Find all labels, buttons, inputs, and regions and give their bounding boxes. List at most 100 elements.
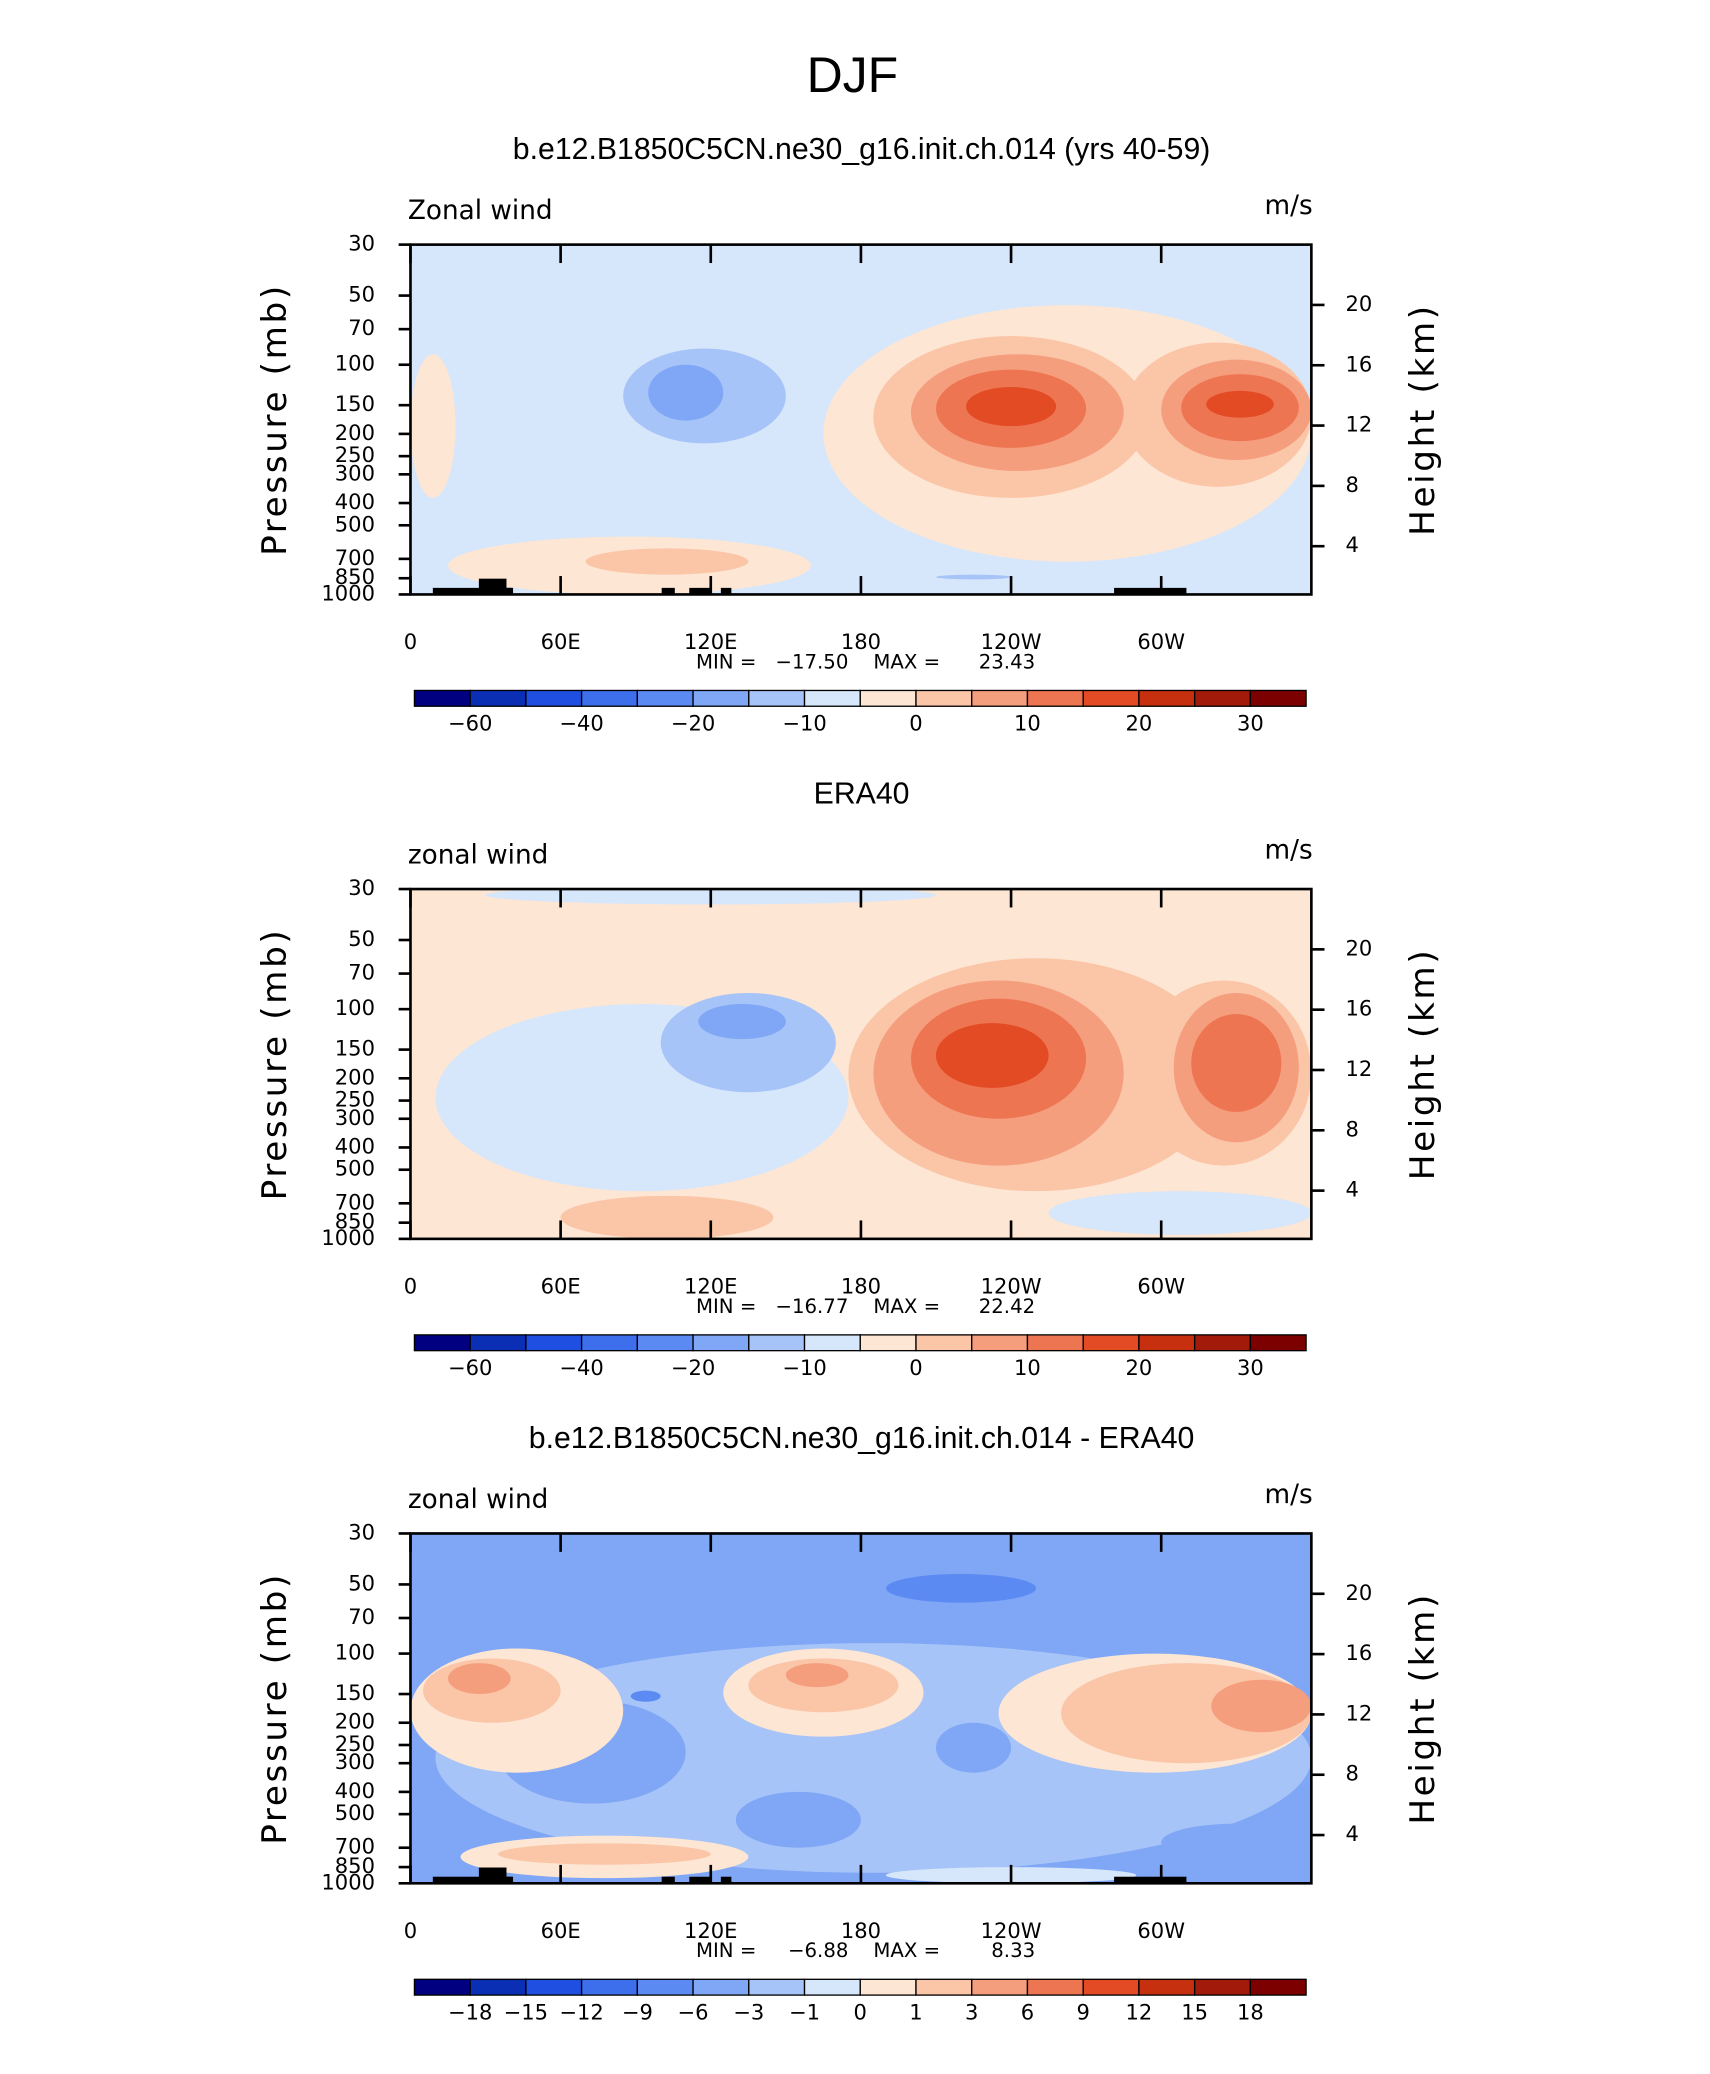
- colorbar-box: [469, 1978, 527, 1996]
- contour-region: [1206, 390, 1274, 418]
- x-tick-label: 0: [404, 629, 417, 654]
- x-tick-label: 60E: [541, 1918, 581, 1943]
- y2-tick-label: 20: [1346, 291, 1373, 316]
- y-tick-label: 1000: [321, 580, 375, 605]
- topography: [506, 1876, 514, 1884]
- colorbar-box: [525, 1334, 583, 1352]
- y-tick-label: 1000: [321, 1225, 375, 1250]
- colorbar-label: −40: [559, 711, 603, 736]
- colorbar-box: [1249, 689, 1307, 707]
- contour-region: [585, 548, 749, 575]
- y-tick-label: 300: [335, 1749, 375, 1774]
- x-tick-label: 120E: [684, 1918, 737, 1943]
- contour-region: [560, 1195, 774, 1239]
- y2-tick-label: 8: [1346, 1761, 1359, 1786]
- y-tick-label: 250: [335, 442, 375, 467]
- colorbar-box: [692, 1334, 750, 1352]
- colorbar-box: [859, 1334, 917, 1352]
- y-tick-label: 50: [348, 1570, 375, 1595]
- colorbar-box: [748, 689, 806, 707]
- x-tick-label: 180: [841, 1274, 881, 1299]
- colorbar-box: [1138, 1334, 1196, 1352]
- colorbar-label: 6: [1021, 2000, 1034, 2025]
- contour-region: [935, 1722, 1012, 1773]
- colorbar-label: 0: [854, 2000, 867, 2025]
- plot-area: [410, 889, 1312, 1239]
- contour-region: [410, 354, 456, 498]
- y-tick-label: 100: [335, 995, 375, 1020]
- colorbar-box: [469, 689, 527, 707]
- colorbar-box: [469, 1334, 527, 1352]
- colorbar-label: 3: [965, 2000, 978, 2025]
- colorbar-box: [525, 1978, 583, 1996]
- colorbar-label: 10: [1014, 711, 1041, 736]
- y-tick-label: 70: [348, 960, 375, 985]
- panel-title: ERA40: [814, 778, 910, 811]
- y-tick-label: 250: [335, 1087, 375, 1112]
- y2-tick-label: 16: [1346, 351, 1373, 376]
- topography: [478, 578, 507, 595]
- y-tick-label: 300: [335, 460, 375, 485]
- contour-region: [885, 1573, 1037, 1603]
- units: m/s: [1264, 191, 1312, 221]
- y-tick-label: 700: [335, 545, 375, 570]
- y-tick-label: 700: [335, 1189, 375, 1214]
- y2-tick-label: 12: [1346, 1056, 1373, 1081]
- colorbar-box: [413, 689, 471, 707]
- x-tick-label: 120W: [981, 1274, 1042, 1299]
- topography: [1114, 587, 1187, 595]
- contour-region: [1161, 1823, 1312, 1862]
- colorbar-label: 12: [1126, 2000, 1153, 2025]
- x-tick-label: 120E: [684, 629, 737, 654]
- x-tick-label: 60E: [541, 1274, 581, 1299]
- max-label: MAX =: [873, 1295, 940, 1318]
- y-tick-label: 200: [335, 420, 375, 445]
- colorbar-box: [1026, 1334, 1084, 1352]
- min-label: MIN =: [696, 1939, 756, 1962]
- max-label: MAX =: [873, 650, 940, 673]
- y2-tick-label: 4: [1346, 532, 1359, 557]
- y-tick-label: 500: [335, 511, 375, 536]
- y2-tick-label: 8: [1346, 472, 1359, 497]
- colorbar-box: [580, 689, 638, 707]
- colorbar-label: −12: [559, 2000, 603, 2025]
- y-axis-label: Pressure (mb): [255, 283, 295, 556]
- y-tick-label: 150: [335, 391, 375, 416]
- colorbar-label: −15: [504, 2000, 548, 2025]
- colorbar-label: 10: [1014, 1355, 1041, 1380]
- y-tick-label: 850: [335, 1209, 375, 1234]
- colorbar-label: 0: [909, 711, 922, 736]
- colorbar-label: −60: [448, 711, 492, 736]
- colorbar-box: [580, 1334, 638, 1352]
- min-label: MIN =: [696, 1295, 756, 1318]
- contour-region: [735, 1791, 861, 1848]
- colorbar-box: [971, 1978, 1029, 1996]
- colorbar-box: [1249, 1978, 1307, 1996]
- colorbar-label: 1: [909, 2000, 922, 2025]
- x-tick-label: 120E: [684, 1274, 737, 1299]
- colorbar-box: [413, 1334, 471, 1352]
- colorbar-box: [413, 1978, 471, 1996]
- x-tick-label: 180: [841, 629, 881, 654]
- min-label: MIN =: [696, 650, 756, 673]
- colorbar-box: [1193, 1978, 1252, 1996]
- colorbar-label: 0: [909, 1355, 922, 1380]
- colorbar-label: 9: [1076, 2000, 1089, 2025]
- colorbar-box: [915, 689, 973, 707]
- y-tick-label: 400: [335, 1133, 375, 1158]
- colorbar-box: [1026, 689, 1084, 707]
- contour-region: [498, 1843, 711, 1865]
- colorbar-box: [692, 1978, 750, 1996]
- colorbar-label: −9: [622, 2000, 653, 2025]
- colorbar-box: [803, 689, 861, 707]
- contour-region: [648, 364, 724, 421]
- y-tick-label: 30: [348, 875, 375, 900]
- colorbar-box: [1082, 1334, 1140, 1352]
- colorbar-box: [1026, 1978, 1084, 1996]
- panel-title: b.e12.B1850C5CN.ne30_g16.init.ch.014 - E…: [529, 1422, 1195, 1455]
- colorbar-box: [1249, 1334, 1307, 1352]
- colorbar-label: 20: [1126, 1355, 1153, 1380]
- topography: [689, 1876, 712, 1884]
- min-value: −17.50: [775, 650, 848, 673]
